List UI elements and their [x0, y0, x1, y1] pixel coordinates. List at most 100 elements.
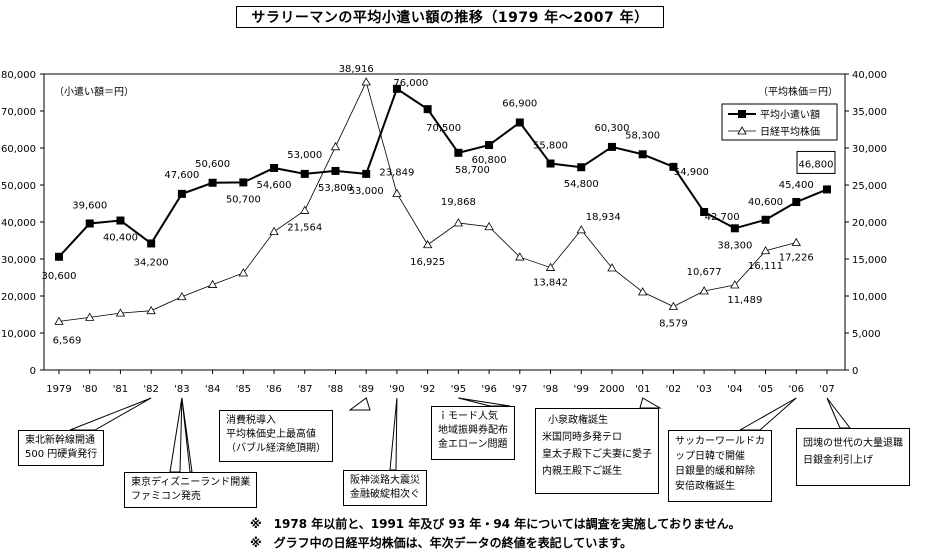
nikkei-point [115, 308, 126, 317]
callout-line: 小泉政権誕生 [548, 415, 608, 426]
nikkei-point [392, 188, 402, 197]
callout-line: 東京ディズニーランド開業 [131, 477, 251, 488]
allowance-label: 38,300 [717, 240, 752, 251]
right-tick-label: 35,000 [852, 107, 887, 118]
nikkei-label: 21,564 [287, 222, 322, 233]
nikkei-label: 13,842 [533, 278, 568, 289]
nikkei-label: 11,489 [727, 295, 762, 306]
x-tick-label: '82 [143, 384, 158, 395]
allowance-label: 50,700 [226, 194, 261, 205]
allowance-label: 50,600 [195, 159, 230, 170]
nikkei-point [668, 301, 679, 310]
callout-line: ファミコン発売 [131, 491, 201, 502]
callout-2007: 団塊の世代の大量退職 日銀金利引上げ [796, 428, 910, 486]
x-tick-label: '84 [205, 384, 220, 395]
nikkei-label: 16,111 [748, 261, 783, 272]
allowance-label: 53,000 [287, 150, 322, 161]
callout-line: 内親王殿下ご誕生 [542, 466, 622, 477]
nikkei-label: 23,849 [379, 168, 414, 179]
nikkei-label: 8,579 [659, 319, 688, 330]
x-tick-label: '06 [789, 384, 804, 395]
callout-pointer [348, 397, 371, 411]
x-tick-label: '90 [389, 384, 404, 395]
allowance-label: 54,800 [564, 179, 599, 190]
allowance-line [58, 87, 828, 258]
callout-pointer [639, 397, 662, 409]
left-tick-label: 70,000 [1, 107, 36, 118]
nikkei-point [85, 312, 95, 321]
right-axis-unit: （平均株価＝円） [758, 85, 838, 98]
nikkei-point [54, 316, 64, 325]
right-tick-label: 40,000 [852, 70, 887, 81]
allowance-point [423, 105, 432, 114]
nikkei-point [545, 262, 556, 271]
allowance-point [669, 162, 678, 171]
left-tick-label: 0 [30, 366, 36, 377]
allowance-point [300, 169, 309, 178]
callout-1983: 東京ディズニーランド開業 ファミコン発売 [124, 472, 258, 508]
nikkei-line [58, 80, 797, 322]
allowance-label: 76,000 [393, 78, 428, 89]
x-tick-label: '92 [420, 384, 435, 395]
allowance-label: 53,000 [349, 186, 384, 197]
allowance-point [761, 215, 770, 224]
allowance-label: 40,600 [748, 197, 783, 208]
callout-line: 皇太子殿下ご夫妻に愛子 [542, 449, 652, 460]
allowance-point [392, 84, 401, 93]
legend-label: 平均小遣い額 [760, 108, 820, 121]
footnotes: ※ 1978 年以前と、1991 年及び 93 年・94 年については調査を実施… [250, 515, 741, 553]
nikkei-point [300, 205, 310, 214]
callout-pointer [389, 397, 398, 471]
nikkei-point [699, 286, 709, 295]
callout-1995: 阪神淡路大震災 金融破綻相次ぐ [343, 470, 427, 506]
allowance-label: 70,500 [426, 123, 461, 134]
nikkei-label: 10,677 [687, 267, 722, 278]
callout-line: 地域振興券配布 [438, 425, 508, 436]
nikkei-label: 38,916 [339, 64, 374, 75]
nikkei-point [730, 280, 740, 289]
allowance-label: 53,800 [318, 183, 353, 194]
allowance-point [577, 163, 586, 172]
allowance-point [515, 118, 524, 127]
allowance-label-box [796, 150, 836, 174]
nikkei-point [177, 291, 187, 301]
callout-line: 米国同時多発テロ [542, 432, 622, 443]
x-tick-label: '83 [174, 384, 189, 395]
x-tick-label: '89 [358, 384, 373, 395]
allowance-point [239, 178, 248, 187]
allowance-label: 60,300 [594, 123, 629, 134]
allowance-point [638, 150, 647, 159]
footnote: ※ 1978 年以前と、1991 年及び 93 年・94 年については調査を実施… [250, 517, 741, 531]
nikkei-point [238, 268, 249, 277]
footnote: ※ グラフ中の日経平均株価は、年次データの終値を表記しています。 [250, 536, 633, 550]
legend-swatch-square [738, 110, 746, 118]
right-tick-label: 5,000 [852, 329, 881, 340]
nikkei-point [146, 305, 156, 315]
callout-line: サッカーワールドカ [675, 436, 765, 447]
callout-line: 金エローン問題 [438, 439, 508, 450]
allowance-label: 58,300 [625, 130, 660, 141]
allowance-point [55, 252, 63, 261]
left-tick-label: 40,000 [1, 218, 36, 229]
x-tick-label: '88 [328, 384, 343, 395]
allowance-label: 42,700 [705, 212, 740, 223]
x-tick-label: '80 [82, 384, 97, 395]
nikkei-point [330, 142, 341, 151]
allowance-point [485, 141, 494, 150]
nikkei-label: 17,226 [779, 253, 814, 264]
nikkei-label: 6,569 [53, 335, 82, 346]
callout-pointer [69, 397, 152, 431]
x-tick-label: '87 [297, 384, 312, 395]
x-tick-label: '07 [819, 384, 834, 395]
callout-line: 平均株価史上最高値 [226, 429, 316, 440]
allowance-point [208, 178, 217, 187]
callout-line: ップ日韓で開催 [675, 451, 745, 462]
left-tick-label: 20,000 [1, 292, 36, 303]
allowance-label: 60,800 [472, 155, 507, 166]
callout-line: 500 円硬貨発行 [25, 449, 98, 460]
x-tick-label: '85 [236, 384, 251, 395]
callout-pointer [169, 397, 183, 473]
nikkei-point [484, 221, 494, 231]
allowance-label: 55,800 [533, 141, 568, 152]
